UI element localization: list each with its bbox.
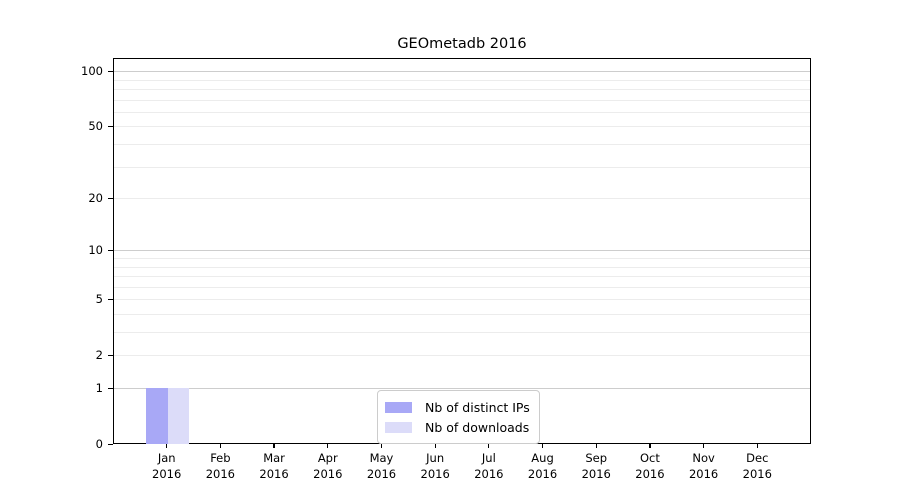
minor-gridline [114, 258, 810, 260]
minor-gridline [114, 144, 810, 146]
x-tick-label: Aug 2016 [513, 450, 573, 482]
x-tick-year: 2016 [205, 467, 236, 481]
y-tick-label: 20 [88, 190, 103, 205]
x-tick-mark [649, 444, 651, 448]
x-tick-month: Jan [157, 451, 176, 465]
x-tick-year: 2016 [152, 467, 182, 481]
x-tick-month: Aug [531, 451, 554, 465]
chart-title: GEOmetadb 2016 [397, 36, 527, 52]
x-tick-month: Oct [639, 451, 660, 465]
x-tick-year: 2016 [420, 467, 450, 481]
x-tick-year: 2016 [259, 467, 289, 481]
x-tick-mark [756, 444, 758, 448]
x-tick-mark [434, 444, 436, 448]
x-tick-label: Dec 2016 [727, 450, 787, 482]
major-gridline [114, 71, 810, 73]
minor-gridline [114, 79, 810, 81]
y-tick-label: 100 [81, 63, 103, 78]
bar [146, 388, 168, 444]
x-tick-month: Nov [692, 451, 715, 465]
x-tick-label: Sep 2016 [566, 450, 626, 482]
minor-gridline [114, 355, 810, 357]
minor-gridline [114, 99, 810, 101]
y-tick-mark [108, 70, 113, 72]
x-tick-mark [595, 444, 597, 448]
bar [167, 388, 190, 444]
y-tick-label: 2 [95, 347, 103, 362]
y-tick-mark [108, 443, 113, 445]
x-tick-month: Feb [210, 451, 231, 465]
x-tick-month: Apr [317, 451, 338, 465]
major-gridline [114, 388, 810, 390]
x-tick-label: Apr 2016 [298, 450, 358, 482]
y-tick-mark [108, 197, 113, 199]
legend-item: Nb of downloads [385, 417, 530, 437]
x-tick-month: Jun [426, 451, 445, 465]
x-tick-mark [219, 444, 221, 448]
x-tick-mark [166, 444, 168, 448]
minor-gridline [114, 166, 810, 168]
x-tick-label: Mar 2016 [244, 450, 304, 482]
minor-gridline [114, 89, 810, 91]
y-tick-label: 5 [95, 291, 103, 306]
minor-gridline [114, 198, 810, 200]
y-tick-label: 0 [95, 436, 103, 451]
minor-gridline [114, 111, 810, 113]
major-gridline [114, 250, 810, 252]
x-tick-year: 2016 [474, 467, 504, 481]
x-tick-month: Sep [585, 451, 608, 465]
y-tick-mark [108, 387, 113, 389]
x-tick-year: 2016 [742, 467, 772, 481]
y-tick-label: 10 [88, 242, 103, 257]
x-tick-mark [273, 444, 275, 448]
x-tick-year: 2016 [366, 467, 397, 481]
x-tick-mark [380, 444, 383, 448]
x-tick-label: Jul 2016 [459, 450, 519, 482]
x-tick-year: 2016 [688, 467, 719, 481]
y-tick-mark [108, 125, 113, 128]
x-tick-label: Feb 2016 [190, 450, 250, 482]
x-tick-month: Dec [746, 451, 769, 465]
y-tick-mark [108, 249, 113, 251]
x-tick-year: 2016 [635, 467, 665, 481]
legend-swatch [385, 421, 412, 433]
minor-gridline [114, 314, 810, 315]
y-tick-label: 50 [88, 118, 103, 133]
minor-gridline [114, 266, 810, 268]
x-tick-month: Mar [263, 451, 285, 465]
x-tick-mark [488, 444, 490, 448]
legend-swatch [385, 401, 412, 413]
legend-label: Nb of downloads [425, 419, 530, 435]
legend-label: Nb of distinct IPs [425, 399, 530, 415]
x-tick-mark [541, 444, 544, 448]
minor-gridline [114, 286, 810, 288]
x-tick-year: 2016 [581, 467, 611, 481]
legend: Nb of distinct IPs Nb of downloads [377, 390, 540, 444]
plot-area [113, 58, 811, 444]
x-tick-label: Jun 2016 [405, 450, 465, 482]
x-tick-label: May 2016 [351, 450, 411, 482]
minor-gridline [114, 332, 810, 334]
y-tick-mark [108, 354, 113, 356]
x-tick-label: Nov 2016 [674, 450, 734, 482]
y-tick-label: 1 [95, 380, 103, 395]
legend-item: Nb of distinct IPs [385, 397, 530, 417]
minor-gridline [114, 299, 810, 301]
x-tick-month: May [369, 451, 394, 465]
x-tick-year: 2016 [313, 467, 343, 481]
x-tick-mark [703, 444, 705, 448]
x-tick-month: Jul [481, 451, 496, 465]
x-tick-label: Oct 2016 [620, 450, 680, 482]
x-tick-label: Jan 2016 [137, 450, 197, 482]
minor-gridline [114, 126, 810, 128]
y-tick-mark [108, 298, 113, 300]
x-tick-mark [327, 444, 329, 448]
minor-gridline [114, 276, 810, 278]
x-tick-year: 2016 [527, 467, 558, 481]
